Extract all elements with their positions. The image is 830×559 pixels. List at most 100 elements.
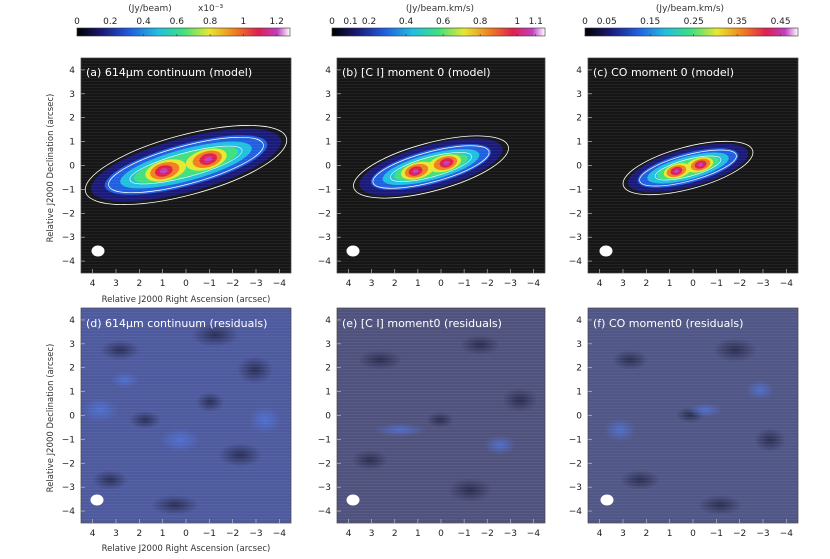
x-tick-label: −1 [203,279,216,289]
y-tick-label: 0 [69,162,75,172]
colorbar-tick-label: 1.1 [529,17,543,27]
panel-b: (b) [C I] moment 0 (model) 4 3 2 1 0 −1 −2 −3 −4… [318,57,546,289]
colorbar-tick-label: 0.6 [170,17,185,27]
y-tick-label: −1 [569,185,582,195]
y-tick-label: −3 [62,233,75,243]
colorbar-tick-label: 0.8 [203,17,218,27]
x-tick-label: 4 [90,279,96,289]
colorbar-b-gradient [331,27,546,37]
colorbar-tick-label: 0 [329,17,335,27]
y-axis-label-top: Relative J2000 Declination (arcsec) [46,94,56,243]
x-tick-label: 2 [392,279,398,289]
y-tick-label: −3 [569,233,582,243]
y-tick-label: 1 [576,138,582,148]
y-tick-label: −1 [62,435,75,445]
y-tick-label: 0 [325,162,331,172]
x-tick-label: 4 [346,279,352,289]
y-tick-label: 4 [325,66,331,76]
y-tick-label: −4 [318,257,332,267]
x-tick-label: 4 [597,279,603,289]
x-tick-label: −3 [756,529,769,539]
panel-e-title: (e) [C I] moment0 (residuals) [342,317,502,330]
x-tick-label: 1 [415,279,421,289]
colorbar-tick-label: 1 [241,17,247,27]
x-tick-label: −2 [481,279,494,289]
panel-d-title: (d) 614μm continuum (residuals) [86,317,267,330]
x-tick-label: −4 [780,279,794,289]
colorbar-c: (Jy/beam.km/s) 0 0.05 0.15 0.25 0.35 0.45 [582,4,799,37]
colorbar-tick-label: 0.8 [473,17,488,27]
x-tick-label: 4 [597,529,603,539]
x-tick-label: −1 [710,529,723,539]
panel-d-beam [90,494,104,506]
x-tick-label: −2 [733,529,746,539]
y-tick-label: 3 [325,90,331,100]
panel-c-scanlines [588,58,798,273]
colorbar-tick-label: 0.4 [399,17,414,27]
x-tick-label: −1 [203,529,216,539]
x-tick-label: 4 [346,529,352,539]
colorbar-b: (Jy/beam.km/s) 0 0.1 0.2 0.4 0.6 0.8 1 1.1 [329,4,546,37]
y-tick-label: 3 [576,340,582,350]
panel-f: (f) CO moment0 (residuals) 4 3 2 1 0 −1 −2 −3 −4… [569,307,799,539]
x-tick-label: −3 [249,529,262,539]
y-tick-label: 4 [69,316,75,326]
x-tick-label: 0 [438,529,444,539]
panel-c-title: (c) CO moment 0 (model) [593,66,734,79]
x-tick-label: 2 [643,529,649,539]
y-tick-label: −4 [62,257,76,267]
x-axis-label-top: Relative J2000 Right Ascension (arcsec) [102,295,271,305]
y-tick-label: −4 [569,507,583,517]
x-tick-label: 1 [667,529,673,539]
y-tick-label: 4 [69,66,75,76]
colorbar-tick-label: 0 [582,17,588,27]
y-tick-label: −2 [318,209,331,219]
y-tick-label: 1 [69,388,75,398]
y-tick-label: 3 [69,90,75,100]
x-tick-label: 2 [136,529,142,539]
y-tick-label: −3 [62,483,75,493]
colorbar-c-title: (Jy/beam.km/s) [656,4,724,14]
y-axis-label-bottom: Relative J2000 Declination (arcsec) [46,344,56,493]
y-tick-label: −2 [62,459,75,469]
y-tick-label: −4 [569,257,583,267]
y-tick-label: −1 [62,185,75,195]
y-tick-label: −3 [569,483,582,493]
y-tick-label: 0 [576,162,582,172]
panel-b-scanlines [337,58,545,273]
y-tick-label: 2 [325,364,331,374]
x-tick-label: 1 [667,279,673,289]
panel-a-beam [91,245,105,257]
colorbar-a: (Jy/beam) x10⁻³ 0 0.2 0.4 0.6 0.8 1 1.2 [74,4,291,37]
x-tick-label: 4 [90,529,96,539]
panel-a-scanlines [81,58,291,273]
y-tick-label: 0 [325,412,331,422]
colorbar-tick-label: 0.25 [684,17,704,27]
colorbar-a-title: (Jy/beam) [128,4,172,14]
x-tick-label: 2 [392,529,398,539]
panel-b-title: (b) [C I] moment 0 (model) [342,66,491,79]
y-tick-label: 3 [576,90,582,100]
x-tick-label: 0 [183,279,189,289]
y-tick-label: −1 [318,185,331,195]
panel-c: (c) CO moment 0 (model) 4 3 2 1 0 −1 −2 −3 −4 4 3 2… [569,57,799,289]
y-tick-label: 1 [576,388,582,398]
x-tick-label: 1 [160,279,166,289]
y-tick-label: −2 [569,209,582,219]
y-tick-label: −4 [62,507,76,517]
x-tick-label: 1 [160,529,166,539]
colorbar-a-gradient [76,27,291,37]
panel-c-beam [599,245,613,257]
colorbar-b-title: (Jy/beam.km/s) [406,4,474,14]
x-tick-label: −4 [527,279,541,289]
colorbar-tick-label: 0 [74,17,80,27]
x-tick-label: −4 [273,529,287,539]
x-tick-label: −4 [780,529,794,539]
x-tick-label: −2 [226,529,239,539]
x-tick-label: 3 [113,279,119,289]
panel-d-scanlines [81,308,291,523]
x-tick-label: −1 [457,529,470,539]
x-tick-label: 1 [415,529,421,539]
y-tick-label: −2 [318,459,331,469]
panel-e-scanlines [337,308,545,523]
